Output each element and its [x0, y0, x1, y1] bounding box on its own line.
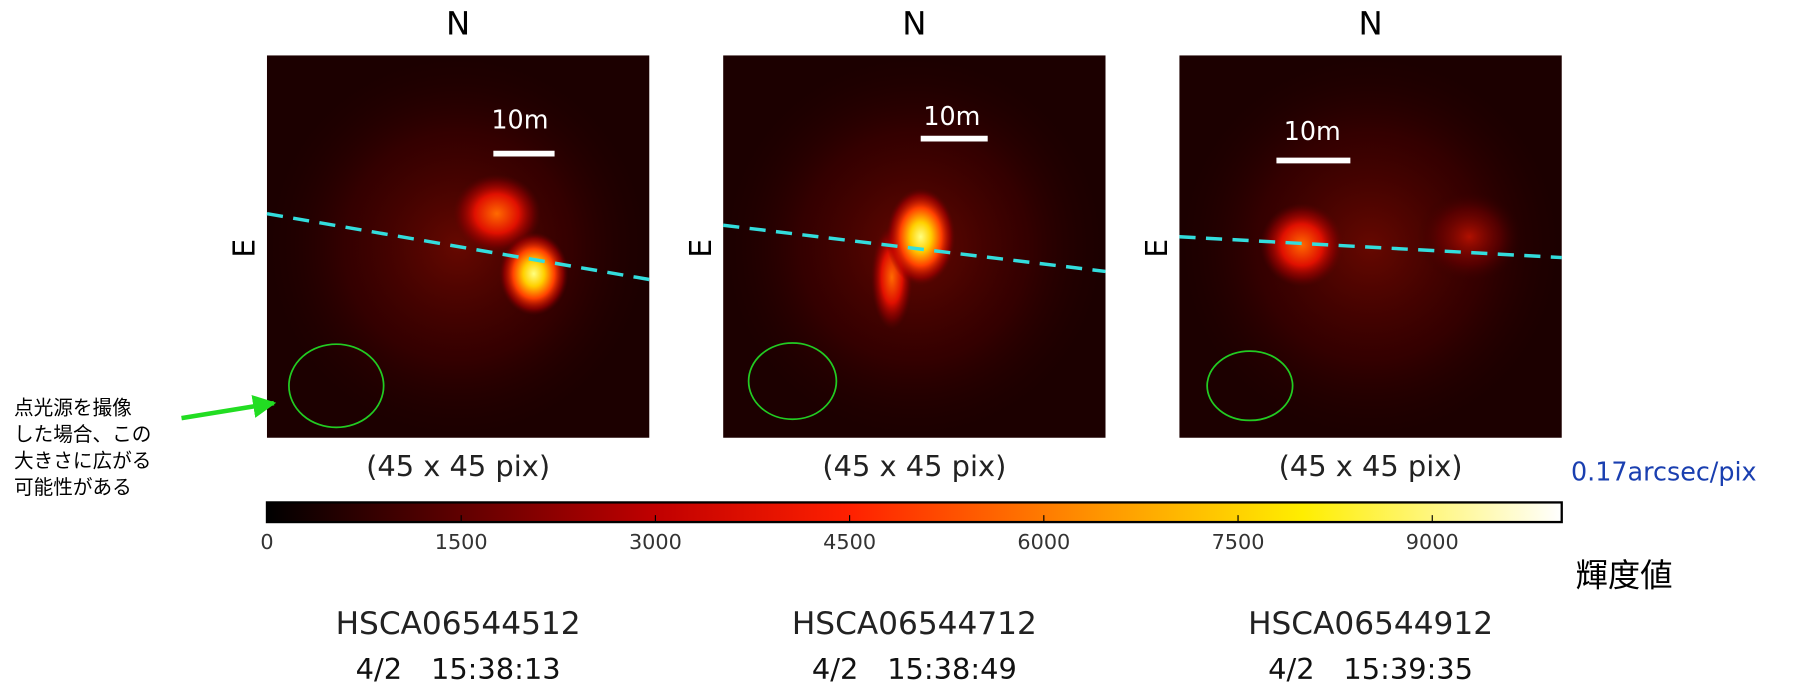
east-label: E [1140, 239, 1175, 258]
note-line: した場合、この [14, 423, 151, 446]
note-line: 可能性がある [14, 476, 132, 499]
source-blob [1260, 203, 1344, 287]
north-label: N [1358, 4, 1382, 42]
scale-label: 10m [491, 104, 548, 134]
colorbar-label: 輝度値 [1576, 557, 1673, 595]
east-label: E [684, 239, 719, 258]
source-blob [886, 188, 956, 286]
source-blob [499, 232, 569, 316]
north-label: N [902, 4, 926, 42]
scale-label: 10m [923, 101, 980, 131]
colorbar-tick-label: 9000 [1406, 530, 1459, 554]
north-label: N [446, 4, 470, 42]
trajectory [1179, 235, 1562, 260]
source-blob [1417, 190, 1522, 283]
trajectory [266, 211, 650, 282]
note-line: 大きさに広がる [14, 450, 151, 473]
image-id: HSCA06544912 [1248, 606, 1493, 642]
arrow [181, 395, 277, 421]
psf-circle [1206, 350, 1294, 422]
east-label: E [228, 239, 263, 258]
colorbar-tick-label: 6000 [1017, 530, 1070, 554]
colorbar-tick-label: 7500 [1212, 530, 1265, 554]
image-id: HSCA06544712 [792, 606, 1037, 642]
image-time: 4/2 15:38:49 [812, 652, 1017, 686]
note: 点光源を撮像 した場合、この 大きさに広がる 可能性がある [14, 396, 151, 499]
source-blob [452, 174, 541, 253]
psf-circle [747, 342, 838, 421]
pixel-scale: 0.17arcsec/pix [1571, 457, 1757, 487]
size-label: (45 x 45 pix) [366, 449, 550, 483]
colorbar-tick-label: 1500 [435, 530, 488, 554]
image-time: 4/2 15:39:35 [1268, 652, 1473, 686]
scale-label: 10m [1284, 116, 1341, 146]
size-label: (45 x 45 pix) [1279, 449, 1463, 483]
note-line: 点光源を撮像 [14, 396, 132, 419]
colorbar-tick-label: 4500 [823, 530, 876, 554]
size-label: (45 x 45 pix) [822, 449, 1006, 483]
image-id: HSCA06544512 [336, 606, 581, 642]
trajectory [722, 223, 1106, 274]
colorbar-tick-label: 0 [260, 530, 273, 554]
colorbar-tick-label: 3000 [629, 530, 682, 554]
image-time: 4/2 15:38:13 [356, 652, 561, 686]
psf-circle [288, 343, 385, 429]
